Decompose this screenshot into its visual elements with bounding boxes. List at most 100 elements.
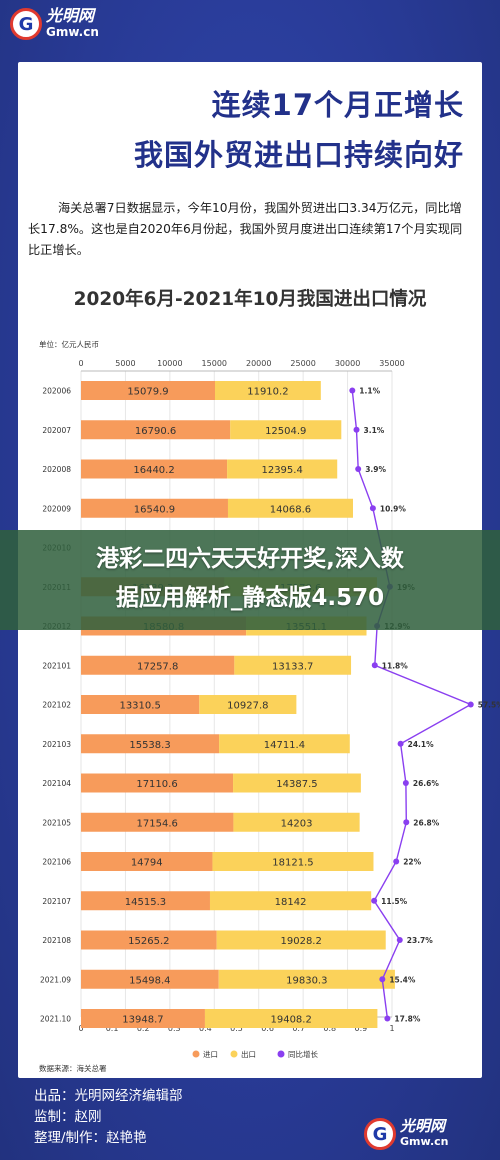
growth-label: 26.8%: [413, 818, 440, 827]
logo-g-icon: G: [364, 1118, 396, 1150]
growth-label: 24.1%: [408, 740, 435, 749]
bottom-tick-label: 0.8: [323, 1024, 336, 1033]
bar-import: [81, 812, 234, 832]
growth-point: [371, 662, 378, 669]
growth-point: [393, 858, 400, 865]
headline-line1: 连续17个月正增长: [211, 88, 464, 122]
bar-export: [218, 969, 395, 989]
bar-import-label: 16540.9: [134, 504, 175, 515]
bar-import: [81, 852, 213, 871]
logo-chinese: 光明网: [46, 6, 95, 25]
growth-label: 1.1%: [359, 387, 380, 396]
growth-label: 23.7%: [407, 936, 434, 945]
overlay-line1: 港彩二四六天天好开奖,深入数: [96, 546, 404, 572]
growth-label: 11.5%: [381, 897, 408, 906]
bar-export: [227, 459, 338, 479]
overlay-banner: [0, 530, 500, 630]
overlay-line2: 据应用解析_静态版4.570: [115, 585, 385, 611]
bar-import-label: 16790.6: [135, 426, 176, 437]
growth-point: [349, 387, 356, 394]
top-tick-label: 5000: [115, 359, 135, 368]
legend-label: 进口: [203, 1050, 218, 1059]
bottom-tick-label: 0.9: [355, 1024, 368, 1033]
legend-marker: [277, 1050, 285, 1058]
top-tick-label: 25000: [290, 359, 315, 368]
bar-import-label: 13948.7: [122, 1015, 163, 1026]
category-label: 202007: [42, 426, 71, 435]
brand-logo-bottom: G 光明网 Gmw.cn: [364, 1118, 448, 1150]
bar-import-label: 17110.6: [136, 779, 177, 790]
bar-export: [227, 498, 353, 518]
logo-g-icon: G: [10, 8, 42, 40]
bar-export-label: 19830.3: [286, 975, 327, 986]
growth-label: 3.1%: [364, 426, 385, 435]
bar-import-label: 15538.3: [129, 740, 170, 751]
bar-import-label: 17154.6: [137, 818, 178, 829]
bar-import: [81, 381, 215, 400]
bottom-tick-label: 0.2: [137, 1024, 150, 1033]
growth-label: 10.9%: [380, 504, 407, 513]
bottom-tick-label: 0.6: [261, 1024, 274, 1033]
category-label: 202103: [42, 740, 71, 749]
category-label: 202108: [42, 936, 71, 945]
growth-point: [396, 937, 403, 943]
bar-export: [212, 852, 374, 871]
bar-export: [204, 1009, 378, 1028]
bar-export: [209, 891, 372, 911]
growth-label: 17.8%: [394, 1015, 421, 1024]
legend-label: 同比增长: [288, 1049, 318, 1059]
bar-export-label: 14711.4: [264, 740, 305, 751]
bar-import: [81, 420, 231, 440]
category-label: 202008: [42, 465, 71, 474]
bar-import: [81, 891, 210, 911]
top-tick-label: 15000: [202, 359, 227, 368]
category-label: 202006: [42, 387, 71, 396]
logo-domain: Gmw.cn: [400, 1135, 449, 1148]
bar-export-label: 18142: [275, 897, 307, 908]
bar-import: [81, 498, 228, 518]
bar-export-label: 10927.8: [227, 701, 268, 712]
category-label: 202105: [42, 818, 71, 827]
category-label: 2021.10: [40, 1015, 71, 1024]
growth-point: [384, 1015, 391, 1022]
unit-label: 单位：亿元人民币: [39, 339, 99, 349]
top-tick-label: 0: [78, 359, 83, 368]
bar-import-label: 16440.2: [133, 465, 174, 476]
category-label: 202104: [42, 779, 71, 788]
bar-export-label: 14068.6: [270, 504, 311, 515]
bar-import: [81, 734, 220, 754]
bar-export-label: 14203: [281, 818, 313, 829]
bar-export: [233, 773, 361, 793]
bottom-tick-label: 0.3: [168, 1024, 181, 1033]
legend-label: 出口: [241, 1049, 256, 1059]
bar-import-label: 17257.8: [137, 661, 178, 672]
growth-point: [467, 701, 474, 708]
bottom-tick-label: 0: [78, 1024, 83, 1033]
growth-label: 3.9%: [365, 465, 386, 474]
growth-label: 15.4%: [389, 975, 416, 984]
bar-import: [81, 773, 234, 793]
category-label: 202102: [42, 701, 71, 710]
bar-export: [230, 420, 342, 440]
legend-marker: [230, 1050, 238, 1058]
bar-export-label: 18121.5: [272, 858, 313, 869]
growth-point: [379, 976, 386, 983]
bar-export-label: 19408.2: [270, 1015, 311, 1026]
credits: 出品：光明网经济编辑部 监制：赵刚 整理/制作：赵艳艳: [34, 1086, 183, 1149]
bar-export: [216, 930, 386, 950]
top-tick-label: 35000: [379, 359, 404, 368]
bar-import: [81, 969, 219, 989]
bar-export: [214, 381, 321, 400]
top-tick-label: 20000: [246, 359, 271, 368]
bar-export-label: 11910.2: [247, 387, 288, 398]
bar-import: [81, 695, 200, 714]
bar-export-label: 14387.5: [276, 779, 317, 790]
headline-line2: 我国外贸进出口持续向好: [133, 138, 464, 172]
bar-export-label: 12504.9: [265, 426, 306, 437]
growth-label: 11.8%: [382, 661, 409, 670]
bottom-tick-label: 1: [389, 1024, 394, 1033]
source-label: 数据来源：海关总署: [39, 1063, 107, 1073]
growth-line: [351, 390, 473, 1019]
bar-export: [199, 695, 297, 714]
